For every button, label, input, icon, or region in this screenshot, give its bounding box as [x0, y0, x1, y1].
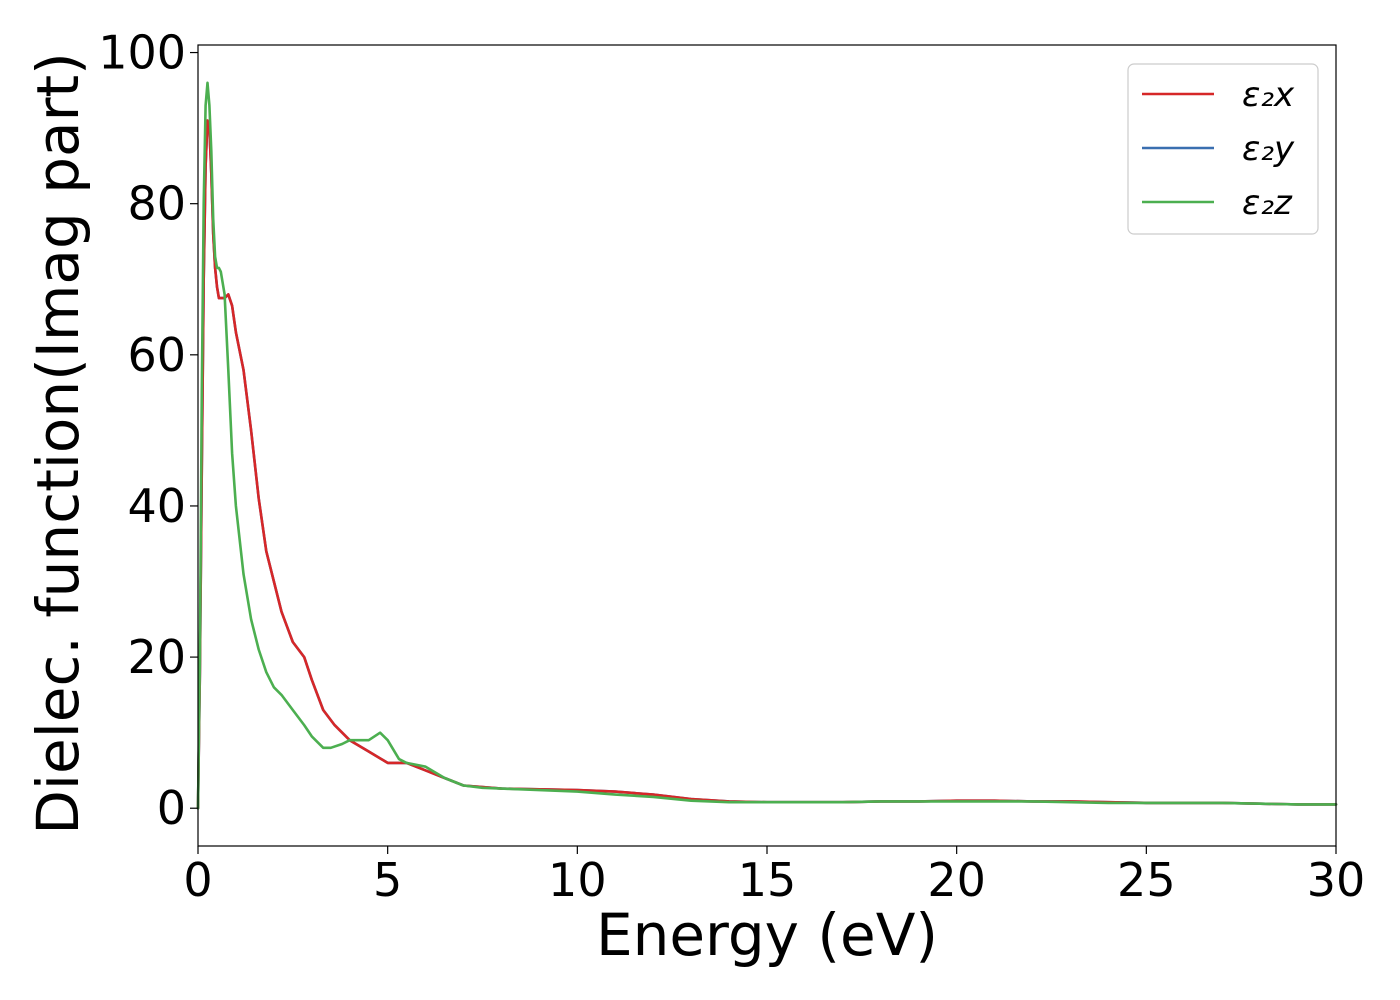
x-tick-label: 25 — [1117, 853, 1176, 907]
x-tick-label: 15 — [738, 853, 797, 907]
x-tick-label: 0 — [183, 853, 212, 907]
x-tick-label: 5 — [373, 853, 402, 907]
legend-label: ε₂y — [1242, 129, 1295, 169]
legend-label: ε₂x — [1242, 75, 1295, 115]
legend-label: ε₂z — [1242, 183, 1293, 223]
legend: ε₂x ε₂y ε₂z — [1127, 63, 1319, 235]
y-axis-label: Dielec. function(Imag part) — [24, 52, 92, 835]
x-tick-label: 20 — [927, 853, 986, 907]
legend-box — [1127, 63, 1319, 235]
x-tick-label: 30 — [1307, 853, 1366, 907]
y-axis-ticks: 0 20 40 60 80 100 — [98, 26, 198, 835]
y-tick-label: 20 — [127, 630, 186, 684]
y-tick-label: 60 — [127, 328, 186, 382]
plot-lines — [196, 81, 1338, 810]
x-axis-ticks: 0 5 10 15 20 25 30 — [183, 846, 1365, 907]
x-tick-label: 10 — [548, 853, 607, 907]
y-tick-label: 100 — [98, 26, 186, 80]
x-axis-label: Energy (eV) — [596, 901, 938, 969]
y-tick-label: 80 — [127, 177, 186, 231]
y-tick-label: 0 — [157, 781, 186, 835]
y-tick-label: 40 — [127, 479, 186, 533]
series-line-2 — [196, 81, 1338, 810]
